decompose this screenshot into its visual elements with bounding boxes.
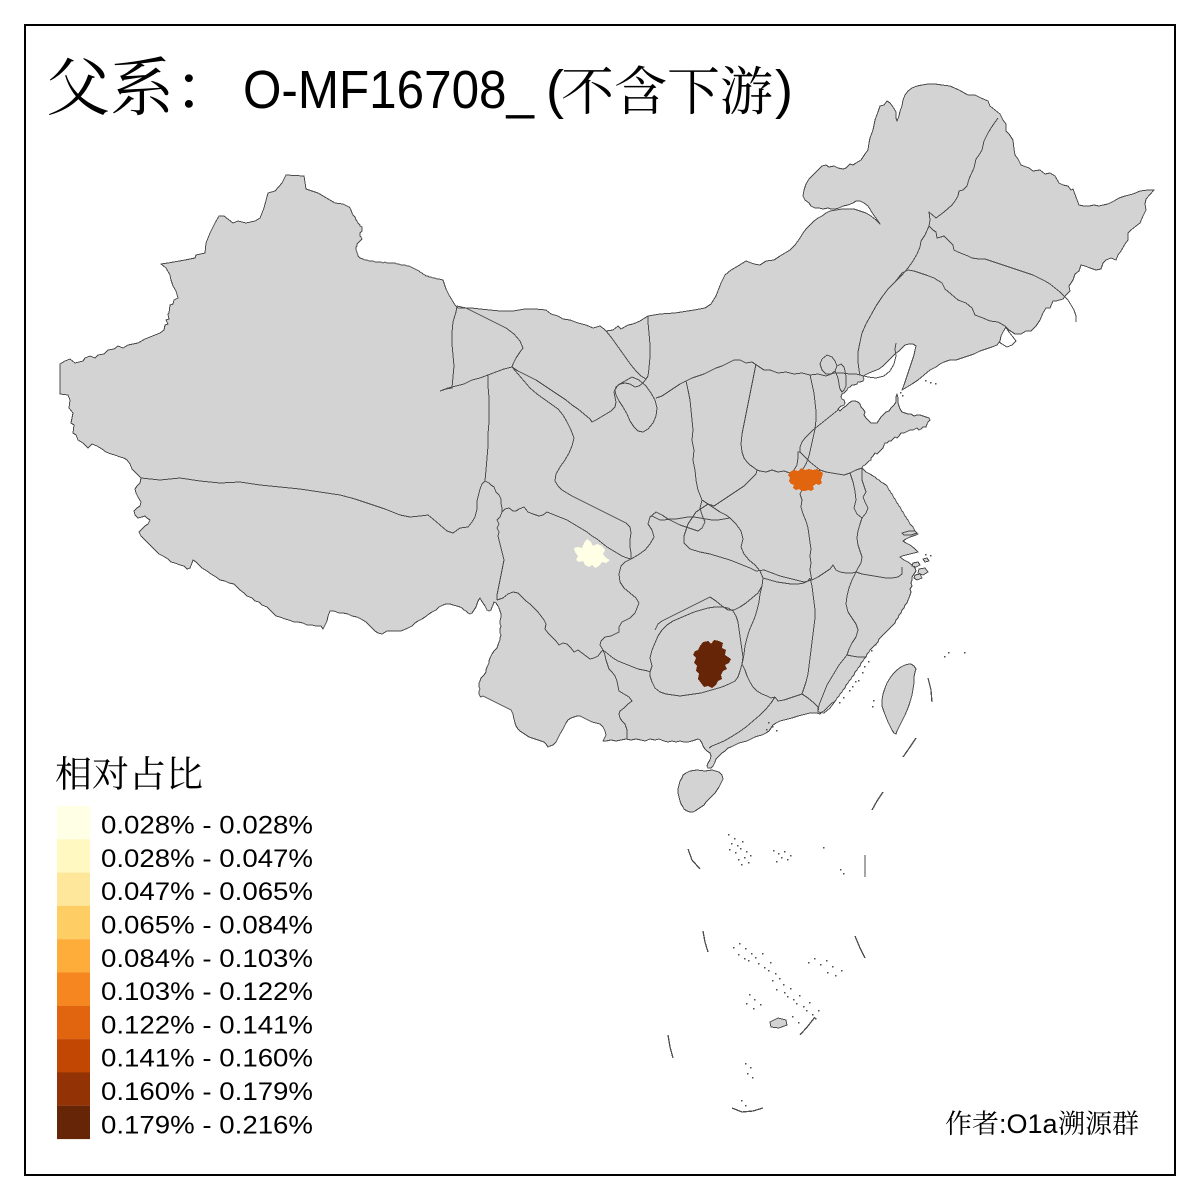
svg-text:0.179% - 0.216%: 0.179% - 0.216% xyxy=(101,1111,313,1139)
svg-text:0.028% - 0.047%: 0.028% - 0.047% xyxy=(101,845,313,873)
svg-text::O1a: :O1a xyxy=(999,1109,1059,1139)
svg-text:0.141% - 0.160%: 0.141% - 0.160% xyxy=(101,1045,313,1073)
svg-text:0.122% - 0.141%: 0.122% - 0.141% xyxy=(101,1011,313,1039)
svg-text:0.160% - 0.179%: 0.160% - 0.179% xyxy=(101,1078,313,1106)
svg-text:0.028% - 0.028%: 0.028% - 0.028% xyxy=(101,812,313,840)
svg-text:0.103% - 0.122%: 0.103% - 0.122% xyxy=(101,978,313,1006)
svg-text:0.047% - 0.065%: 0.047% - 0.065% xyxy=(101,878,313,906)
svg-text:O-MF16708_: O-MF16708_ xyxy=(243,60,535,120)
svg-text:): ) xyxy=(775,60,793,120)
svg-text:0.084% - 0.103%: 0.084% - 0.103% xyxy=(101,945,313,973)
svg-text:0.065% - 0.084%: 0.065% - 0.084% xyxy=(101,912,313,940)
svg-text:(: ( xyxy=(546,60,564,120)
